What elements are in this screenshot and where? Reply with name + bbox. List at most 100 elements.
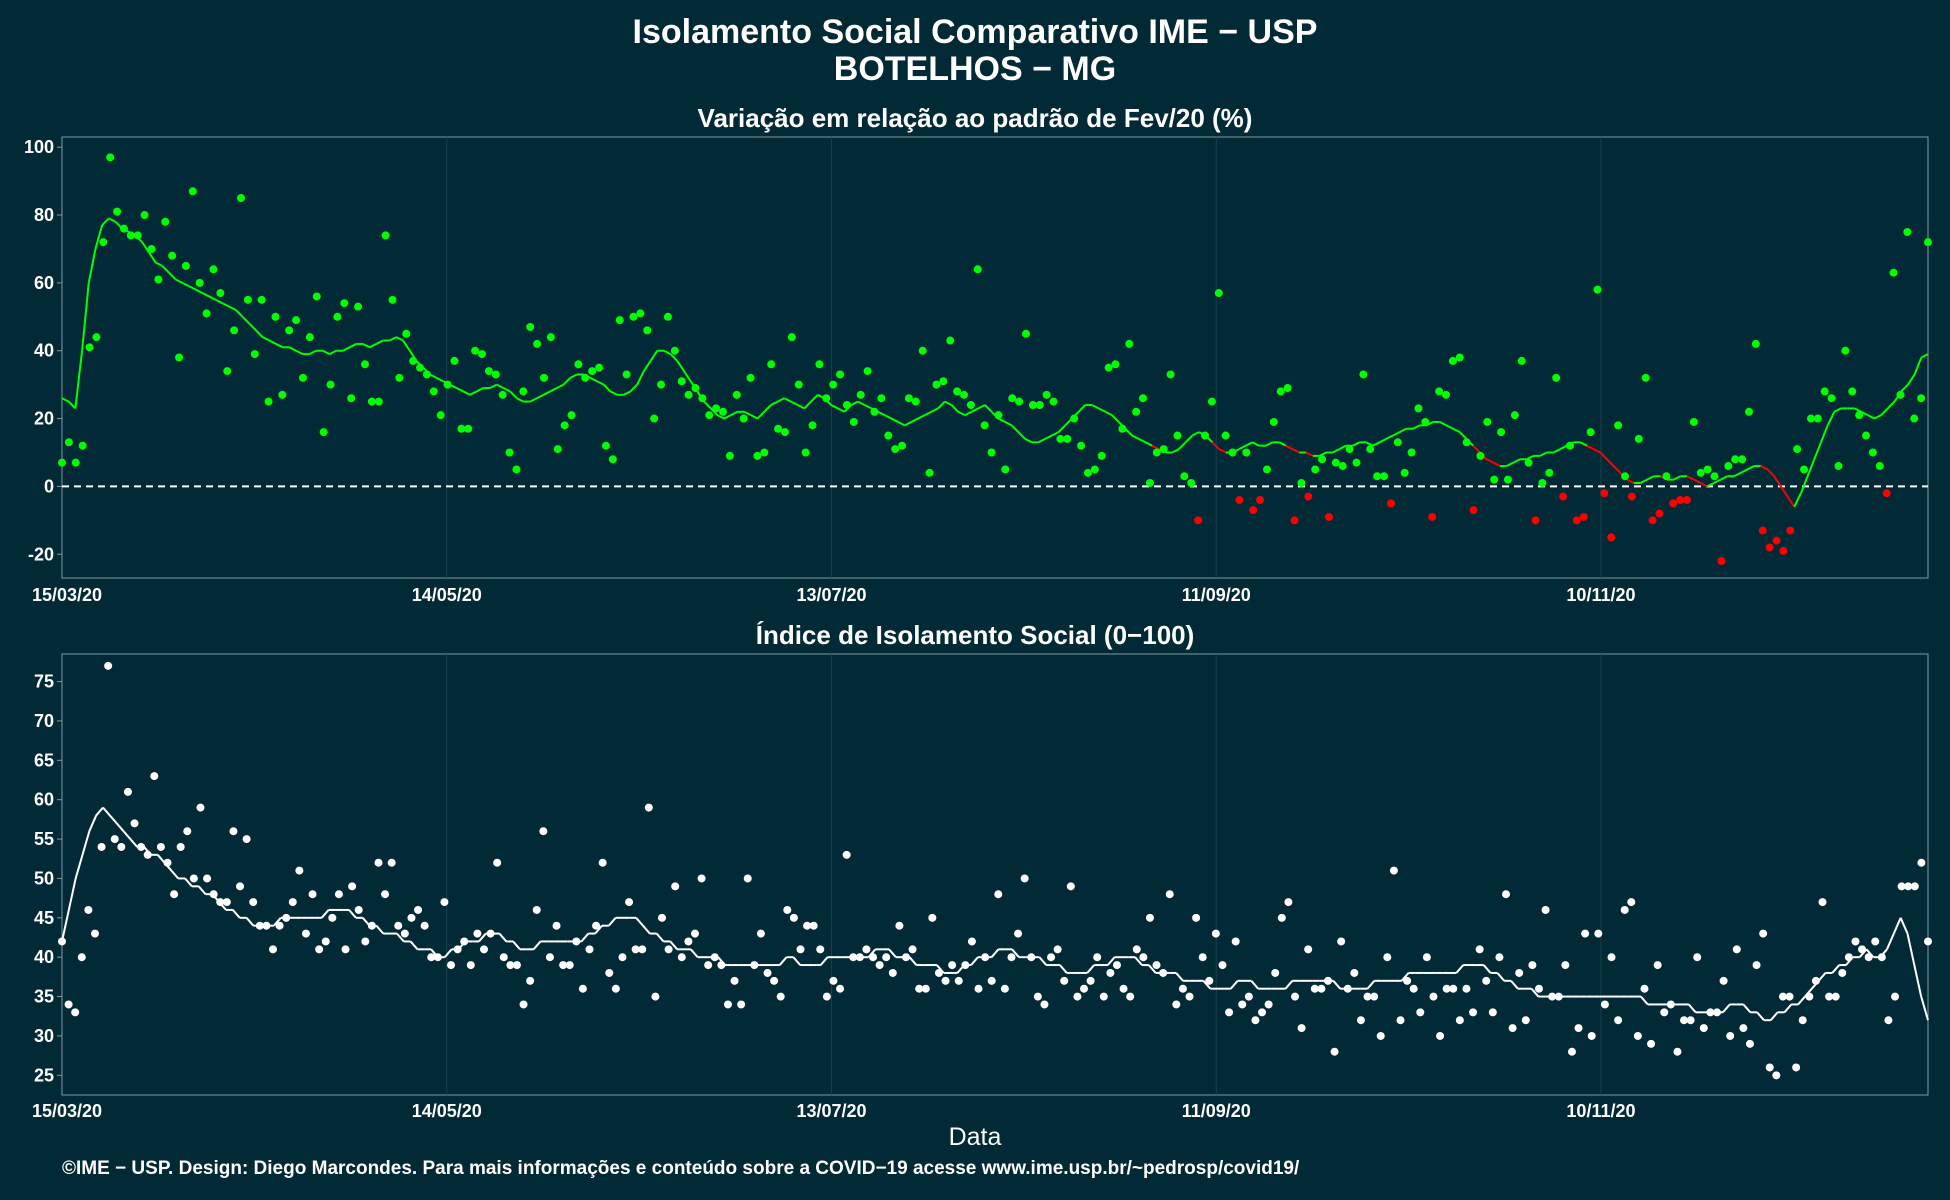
data-point [1620, 905, 1629, 914]
moving-average-segment [683, 370, 692, 382]
data-point [1436, 1031, 1445, 1040]
data-point [292, 316, 301, 325]
data-point [1805, 992, 1814, 1001]
moving-average-segment [1766, 468, 1775, 477]
moving-average-segment [1492, 461, 1501, 467]
data-point [1297, 1024, 1306, 1033]
data-point [222, 898, 231, 907]
data-point [1924, 238, 1932, 247]
data-point [638, 945, 647, 954]
data-point [1049, 397, 1058, 406]
data-point [262, 921, 271, 930]
data-point [395, 373, 404, 382]
data-point [242, 835, 251, 844]
data-point [1366, 445, 1375, 454]
data-point [1330, 1047, 1339, 1056]
moving-average-segment [1265, 441, 1274, 447]
data-point [1373, 472, 1382, 481]
moving-average-segment [1038, 956, 1048, 966]
moving-average-segment [235, 309, 244, 318]
data-point [1400, 468, 1409, 477]
data-point [789, 913, 798, 922]
data-point [770, 976, 779, 985]
data-point [58, 937, 66, 946]
data-point [1841, 346, 1850, 355]
moving-average-segment [556, 383, 565, 389]
data-point [189, 874, 198, 883]
data-point [869, 953, 878, 962]
moving-average-segment [197, 885, 207, 895]
moving-average-segment [676, 360, 685, 372]
moving-average-segment [1452, 427, 1461, 434]
data-point [1614, 421, 1623, 430]
data-point [1185, 992, 1194, 1001]
data-point [1173, 431, 1182, 440]
moving-average-segment [944, 400, 952, 406]
data-point [407, 913, 416, 922]
moving-average-segment [663, 349, 672, 355]
data-point [464, 424, 473, 433]
data-point [1152, 961, 1161, 970]
moving-average-segment [1038, 438, 1046, 444]
data-point [829, 976, 838, 985]
moving-average-segment [1626, 478, 1635, 484]
data-point [1713, 1008, 1722, 1017]
data-point [608, 455, 617, 464]
data-point [1086, 976, 1095, 985]
data-point [1531, 516, 1540, 525]
data-point [1655, 509, 1664, 518]
data-point [348, 882, 357, 891]
data-point [168, 251, 177, 260]
data-point [822, 394, 831, 403]
y-tick-label: -20 [28, 544, 54, 564]
moving-average-segment [1813, 441, 1822, 460]
data-point [539, 373, 548, 382]
data-point [1256, 495, 1265, 504]
moving-average-segment [1799, 475, 1809, 494]
moving-average-segment [1673, 475, 1681, 481]
data-point [453, 945, 462, 954]
data-point [170, 890, 179, 899]
data-point [1338, 462, 1347, 471]
data-point [565, 961, 574, 970]
data-point [1552, 373, 1561, 382]
data-point [1380, 472, 1389, 481]
moving-average-segment [1098, 407, 1106, 413]
data-point [1262, 465, 1271, 474]
moving-average-segment [469, 390, 478, 396]
x-tick-label: 10/11/20 [1566, 1101, 1635, 1121]
data-point [1066, 882, 1075, 891]
data-point [85, 343, 94, 352]
data-point [84, 905, 93, 914]
data-point [526, 322, 535, 331]
data-point [862, 945, 871, 954]
moving-average-segment [1887, 400, 1896, 410]
data-point [1159, 445, 1168, 454]
data-point [1097, 451, 1106, 460]
moving-average-segment [1238, 444, 1247, 450]
moving-average-segment [770, 400, 779, 406]
moving-average-segment [74, 854, 84, 879]
moving-average-segment [790, 400, 799, 406]
data-point [264, 397, 273, 406]
data-point [849, 417, 858, 426]
data-point [113, 207, 122, 216]
moving-average-segment [248, 322, 257, 332]
data-point [99, 238, 108, 247]
moving-average-segment [977, 404, 986, 410]
data-point [1896, 390, 1905, 399]
data-point [1559, 492, 1568, 501]
data-point [829, 380, 838, 389]
moving-average-segment [1720, 475, 1728, 481]
data-point [1689, 417, 1698, 426]
data-point [429, 387, 438, 396]
moving-average-segment [155, 261, 163, 267]
data-point [1311, 465, 1320, 474]
data-point [1218, 961, 1227, 970]
data-point [491, 370, 500, 379]
data-point [519, 387, 528, 396]
moving-average-segment [1713, 478, 1722, 484]
y-tick-label: 25 [34, 1065, 54, 1085]
moving-average-segment [156, 854, 166, 864]
moving-average-segment [562, 377, 572, 386]
